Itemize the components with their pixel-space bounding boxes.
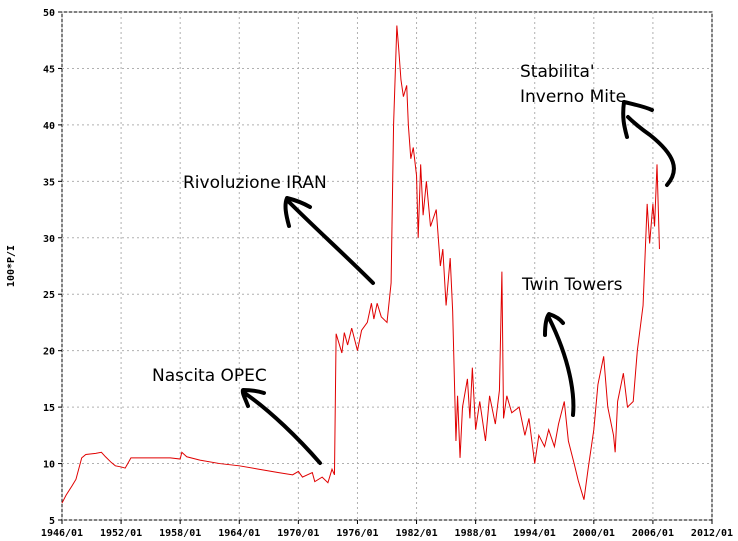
annotation: Twin Towers	[521, 275, 623, 295]
y-tick-label: 20	[43, 347, 55, 358]
x-tick-label: 2012/01	[691, 528, 733, 539]
y-tick-label: 25	[43, 290, 55, 301]
y-tick-label: 50	[43, 8, 55, 19]
annotation: Stabilita'	[520, 62, 595, 82]
arrow	[240, 388, 322, 465]
arrow	[543, 312, 576, 417]
x-tick-label: 1988/01	[455, 528, 497, 539]
x-tick-label: 1976/01	[336, 528, 378, 539]
y-tick-label: 40	[43, 121, 55, 132]
x-tick-label: 2006/01	[632, 528, 674, 539]
x-tick-label: 1946/01	[41, 528, 83, 539]
annotation: Inverno Mite	[520, 87, 626, 107]
annotation: Rivoluzione IRAN	[183, 173, 327, 193]
arrow	[283, 196, 375, 285]
annotation: Nascita OPEC	[152, 366, 267, 386]
ticks: 5 10 15 20 25 30 35 40 45 50 1946/01 1952/01 1958/01…	[41, 8, 733, 539]
series	[61, 25, 660, 504]
plot-frame	[61, 11, 713, 521]
data-line	[61, 25, 660, 504]
arrow	[621, 100, 676, 187]
y-tick-label: 30	[43, 234, 55, 245]
y-tick-label: 10	[43, 460, 55, 471]
y-tick-label: 15	[43, 403, 55, 414]
x-tick-label: 1964/01	[218, 528, 260, 539]
y-tick-label: 5	[49, 516, 55, 527]
annotations: Nascita OPEC Rivoluzione IRAN Twin Tower…	[152, 62, 676, 465]
x-tick-label: 1982/01	[395, 528, 437, 539]
y-tick-label: 45	[43, 64, 55, 75]
y-tick-label: 35	[43, 177, 55, 188]
x-tick-label: 1958/01	[159, 528, 201, 539]
grid	[61, 11, 713, 521]
x-tick-label: 1970/01	[277, 528, 319, 539]
x-tick-label: 1994/01	[514, 528, 556, 539]
x-tick-label: 1952/01	[100, 528, 142, 539]
x-tick-label: 2000/01	[573, 528, 615, 539]
y-axis-label: 100*P/I	[6, 245, 17, 287]
